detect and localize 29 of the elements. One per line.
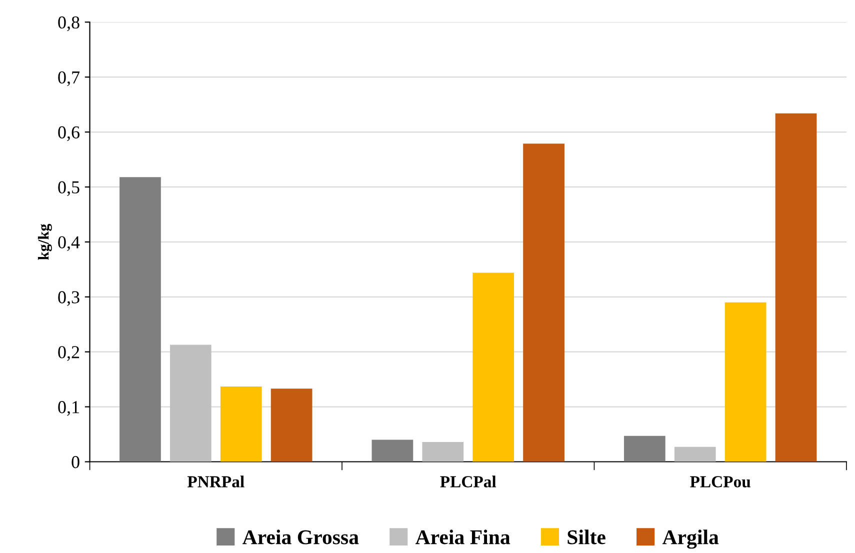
y-tick-label: 0,4 [58, 236, 80, 251]
y-axis-title: kg/kg [38, 224, 52, 260]
y-tick-label: 0,1 [58, 401, 79, 416]
legend-label: Areia Fina [415, 530, 510, 544]
bar [270, 388, 312, 462]
bar [775, 113, 817, 462]
bar [120, 177, 161, 462]
legend-label: Areia Grossa [242, 530, 359, 544]
bar [674, 446, 716, 462]
y-tick-label: 0,5 [58, 181, 80, 196]
bar [523, 144, 564, 462]
bar [724, 302, 766, 462]
legend-label: Argila [662, 530, 719, 549]
x-tick-label: PLCPal [440, 476, 496, 488]
y-tick-label: 0,7 [58, 71, 80, 86]
y-tick-label: 0,2 [58, 346, 80, 361]
y-tick-label: 0,3 [58, 291, 80, 306]
y-tick-label: 0,8 [58, 16, 80, 32]
bar [220, 386, 262, 462]
bar [170, 344, 212, 462]
bar [372, 440, 414, 462]
bar [422, 442, 464, 462]
legend-label: Silte [568, 530, 606, 544]
bar [472, 272, 514, 462]
bar [624, 436, 666, 462]
y-tick-label: 0,6 [58, 126, 80, 142]
x-tick-label: PNRPal [187, 476, 244, 488]
x-tick-label: PLCPou [690, 476, 750, 488]
y-tick-label: 0 [72, 456, 80, 468]
